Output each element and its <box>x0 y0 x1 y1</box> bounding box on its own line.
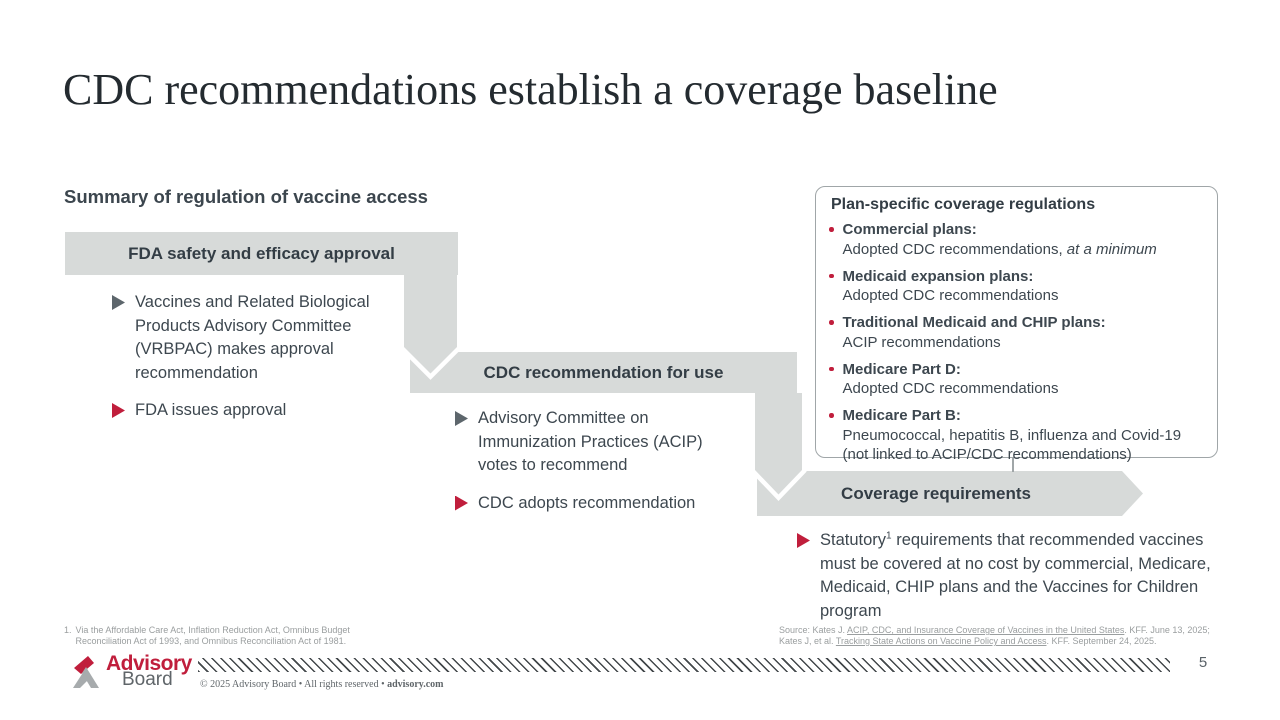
dot-bullet-icon <box>829 227 834 232</box>
source-text: Source: Kates J. <box>779 625 848 635</box>
bullet-text-post: requirements that recommended vaccines m… <box>820 531 1211 620</box>
bullet-item: FDA issues approval <box>112 399 397 423</box>
dot-bullet-icon <box>829 413 834 418</box>
step-connector-down-1 <box>399 275 462 380</box>
step3-bullets: Statutory1 requirements that recommended… <box>797 529 1247 623</box>
dot-bullet-icon <box>829 273 834 278</box>
plan-desc: Adopted CDC recommendations <box>842 380 1059 397</box>
copyright-line: © 2025 Advisory Board • All rights reser… <box>200 679 443 690</box>
advisory-board-logo-icon <box>73 656 99 688</box>
plan-label: Commercial plans: <box>842 221 977 238</box>
advisory-board-logo: Advisory Board <box>72 652 192 690</box>
section-subtitle: Summary of regulation of vaccine access <box>64 186 428 207</box>
page-title: CDC recommendations establish a coverage… <box>63 65 998 114</box>
source-citation: Source: Kates J. ACIP, CDC, and Insuranc… <box>779 625 1231 647</box>
plan-desc-italic: at a minimum <box>1066 240 1157 258</box>
step1-bullets: Vaccines and Related Biological Products… <box>112 291 397 423</box>
step-bar-cdc-recommendation: CDC recommendation for use <box>410 352 797 393</box>
triangle-bullet-icon <box>797 533 810 548</box>
plan-item-medicare-b: Medicare Part B: Pneumococcal, hepatitis … <box>829 406 1204 465</box>
page-number: 5 <box>1198 654 1208 671</box>
logo-word-board: Board <box>122 669 173 690</box>
bullet-item: CDC adopts recommendation <box>455 492 755 516</box>
plan-label: Medicare Part D: <box>842 360 961 378</box>
dot-bullet-icon <box>829 366 834 371</box>
logo-word-advisory: Advisory <box>106 652 192 675</box>
plan-specific-coverage-panel: Plan-specific coverage regulations Comme… <box>815 186 1218 463</box>
plan-label: Medicare Part B: <box>842 407 961 424</box>
bullet-text: CDC adopts recommendation <box>478 493 696 512</box>
bullet-text: Statutory1 requirements that recommended… <box>820 529 1240 623</box>
triangle-bullet-icon <box>455 495 468 511</box>
step-bar-fda-approval: FDA safety and efficacy approval <box>65 232 458 275</box>
footnote-number: 1. <box>64 625 72 635</box>
source-link-kff-acip[interactable]: ACIP, CDC, and Insurance Coverage of Vac… <box>847 625 1125 635</box>
bullet-text: FDA issues approval <box>135 401 287 419</box>
plan-desc: ACIP recommendations <box>842 333 1001 351</box>
source-text: . KFF. September 24, 2025. <box>1046 636 1157 646</box>
copyright-text: © 2025 Advisory Board • All rights reser… <box>200 679 388 690</box>
plan-item-commercial: Commercial plans: Adopted CDC recommendat… <box>829 220 1204 259</box>
dot-bullet-icon <box>829 320 834 325</box>
footer-hatch-pattern <box>198 658 1170 672</box>
bullet-text: Vaccines and Related Biological Products… <box>135 293 370 382</box>
bullet-text: Advisory Committee on Immunization Pract… <box>478 409 703 474</box>
triangle-bullet-icon <box>112 295 125 310</box>
plan-desc: Pneumococcal, hepatitis B, influenza and… <box>842 426 1182 464</box>
plan-label: Medicaid expansion plans: <box>842 267 1034 285</box>
bullet-item: Advisory Committee on Immunization Pract… <box>455 407 755 478</box>
bullet-item: Vaccines and Related Biological Products… <box>112 291 397 385</box>
bullet-item: Statutory1 requirements that recommended… <box>797 529 1247 623</box>
plan-label: Traditional Medicaid and CHIP plans: <box>842 314 1106 331</box>
source-text: . KFF. June 13, 2025; Kates J, et al. <box>779 625 1210 646</box>
step-connector-down-2 <box>750 393 807 502</box>
panel-connector-line <box>1012 458 1014 472</box>
plan-desc: Adopted CDC recommendations <box>842 287 1059 304</box>
source-link-kff-tracking[interactable]: Tracking State Actions on Vaccine Policy… <box>835 636 1047 646</box>
advisory-com-link[interactable]: advisory.com <box>387 679 444 690</box>
bullet-text-pre: Statutory <box>820 531 887 549</box>
triangle-bullet-icon <box>112 403 125 418</box>
plan-item-traditional-medicaid-chip: Traditional Medicaid and CHIP plans: ACIP… <box>829 313 1204 352</box>
plan-item-medicaid-expansion: Medicaid expansion plans: Adopted CDC rec… <box>829 267 1204 306</box>
step-label: FDA safety and efficacy approval <box>128 243 395 263</box>
plan-item-medicare-d: Medicare Part D: Adopted CDC recommendati… <box>829 360 1204 399</box>
step2-bullets: Advisory Committee on Immunization Pract… <box>455 407 755 515</box>
triangle-bullet-icon <box>455 411 468 426</box>
footnote-text: Via the Affordable Care Act, Inflation R… <box>75 625 350 646</box>
step-bar-coverage-requirements: Coverage requirements <box>757 471 1143 516</box>
step-label: CDC recommendation for use <box>483 362 724 382</box>
footnote: 1. Via the Affordable Care Act, Inflatio… <box>64 625 384 647</box>
plan-desc: Adopted CDC recommendations, <box>842 240 1067 258</box>
panel-title: Plan-specific coverage regulations <box>831 196 1096 213</box>
footnote-ref: 1 <box>886 530 892 542</box>
step-label: Coverage requirements <box>841 483 1031 503</box>
